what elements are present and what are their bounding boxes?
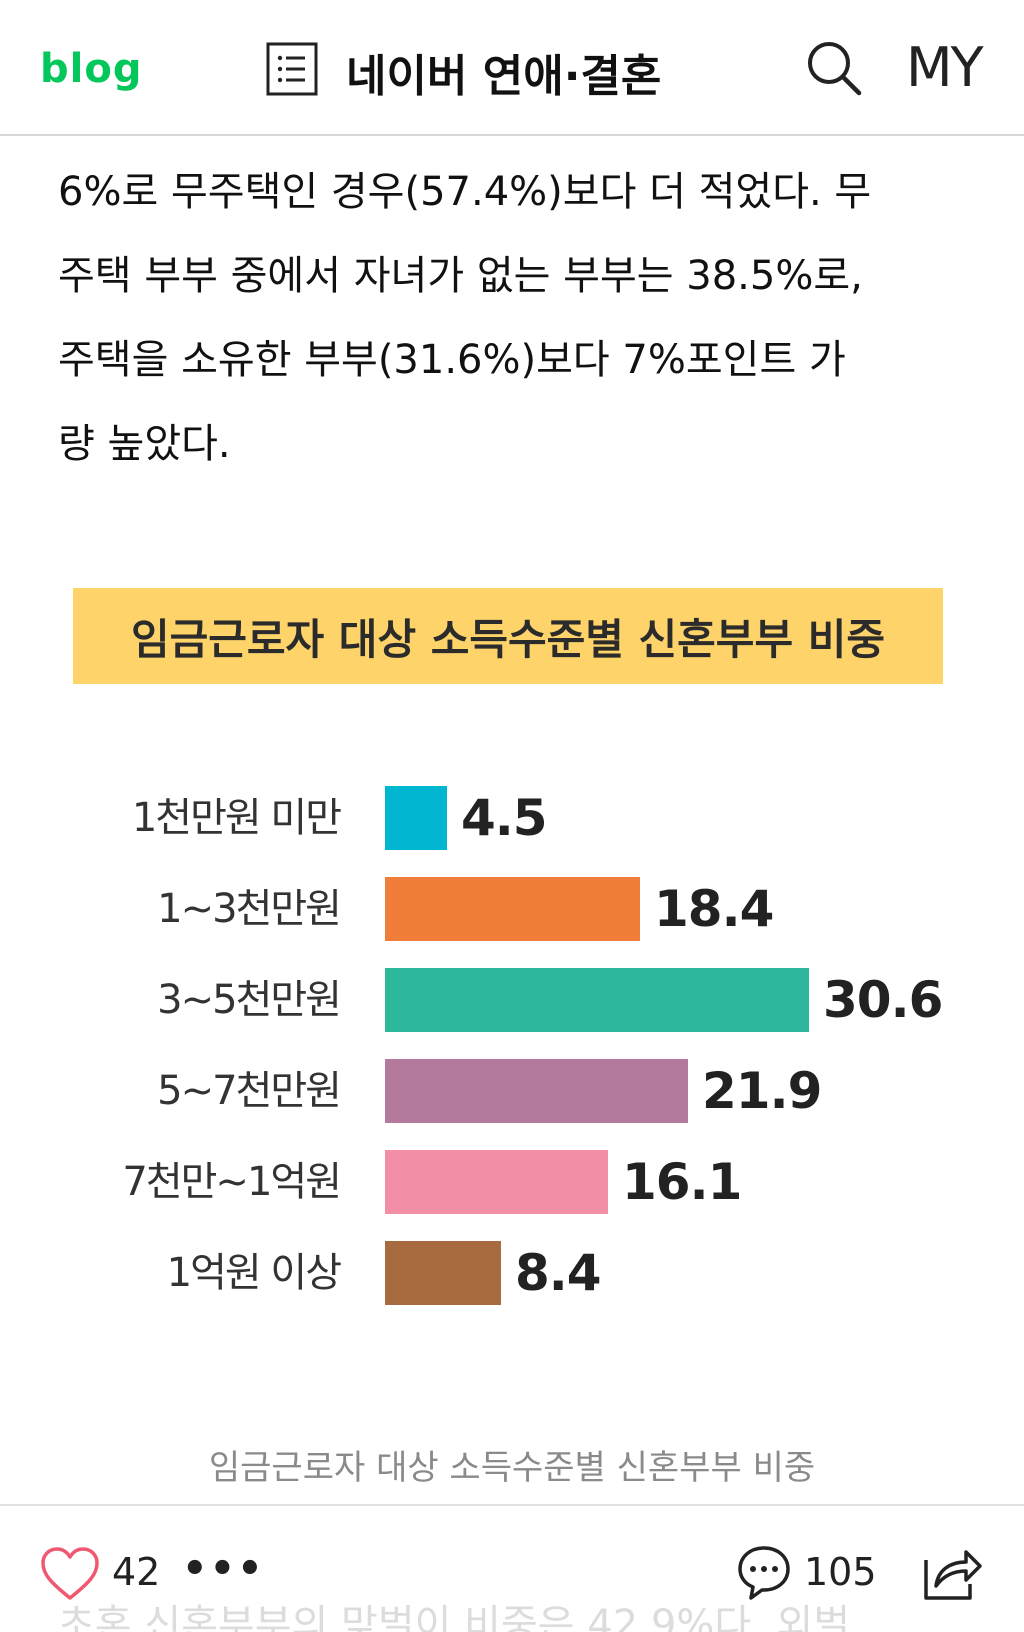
page-title[interactable]: 네이버 연애·결혼 — [346, 51, 662, 102]
article-line: 6%로 무주택인 경우(57.4%)보다 더 적었다. 무 — [58, 169, 872, 215]
value-label: 16.1 — [622, 1153, 742, 1211]
value-label: 30.6 — [823, 971, 943, 1029]
bar-row: 3~5천만원 30.6 — [0, 968, 1024, 1032]
article-body: 6%로 무주택인 경우(57.4%)보다 더 적었다. 무 주택 부부 중에서 … — [58, 150, 988, 486]
bar-row: 1억원 이상 8.4 — [0, 1241, 1024, 1305]
bar — [385, 1150, 608, 1214]
article-line: 주택을 소유한 부부(31.6%)보다 7%포인트 가 — [58, 337, 846, 383]
bar — [385, 786, 447, 850]
category-label: 1~3천만원 — [157, 886, 342, 932]
category-label: 1억원 이상 — [166, 1250, 342, 1296]
more-icon[interactable]: ••• — [182, 1546, 265, 1592]
category-label: 5~7천만원 — [157, 1068, 342, 1114]
bar — [385, 1059, 688, 1123]
share-icon[interactable] — [922, 1544, 982, 1602]
category-label: 7천만~1억원 — [122, 1159, 342, 1205]
image-caption: 임금근로자 대상 소득수준별 신혼부부 비중 — [208, 1448, 816, 1488]
chart-title: 임금근로자 대상 소득수준별 신혼부부 비중 — [73, 588, 943, 684]
bar-row: 1~3천만원 18.4 — [0, 877, 1024, 941]
bar — [385, 1241, 501, 1305]
bar-row: 1천만원 미만 4.5 — [0, 786, 1024, 850]
bar — [385, 877, 640, 941]
blog-logo[interactable]: blog — [40, 46, 143, 92]
income-bar-chart: 1천만원 미만 4.5 1~3천만원 18.4 3~5천만원 30.6 5~7천만원 21.9… — [0, 780, 1024, 1340]
value-label: 8.4 — [515, 1244, 602, 1302]
like-count: 42 — [112, 1550, 161, 1594]
heart-icon[interactable] — [40, 1546, 100, 1602]
next-paragraph-peek: 초혼 신혼부부의 맞벌이 비중은 42.9%다. 외벌 — [58, 1602, 851, 1632]
value-label: 4.5 — [461, 789, 548, 847]
bottom-action-bar: 초혼 신혼부부의 맞벌이 비중은 42.9%다. 외벌 42 ••• 105 — [0, 1504, 1024, 1632]
article-line: 주택 부부 중에서 자녀가 없는 부부는 38.5%로, — [58, 253, 863, 299]
bar-row: 7천만~1억원 16.1 — [0, 1150, 1024, 1214]
search-icon[interactable] — [806, 40, 862, 96]
category-label: 1천만원 미만 — [131, 795, 342, 841]
comment-icon[interactable] — [736, 1544, 792, 1602]
value-label: 21.9 — [702, 1062, 822, 1120]
list-icon[interactable] — [266, 42, 318, 96]
bar-row: 5~7천만원 21.9 — [0, 1059, 1024, 1123]
my-button[interactable]: MY — [906, 36, 984, 99]
category-label: 3~5천만원 — [157, 977, 342, 1023]
value-label: 18.4 — [654, 880, 774, 938]
article-line: 량 높았다. — [58, 421, 231, 467]
top-header: blog 네이버 연애·결혼 MY — [0, 0, 1024, 136]
bar — [385, 968, 809, 1032]
comment-count: 105 — [804, 1550, 877, 1594]
